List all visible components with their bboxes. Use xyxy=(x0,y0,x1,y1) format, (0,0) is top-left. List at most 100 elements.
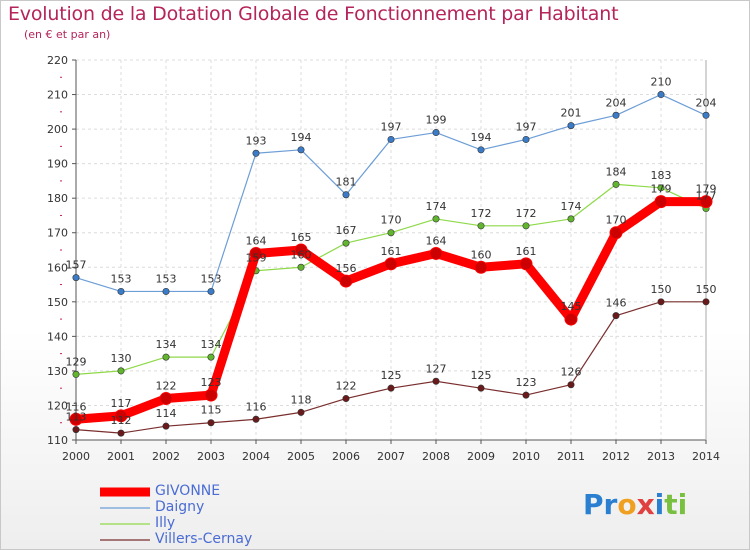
y-tick-label-180: 180 xyxy=(47,192,68,205)
series-givonne xyxy=(69,195,713,426)
x-tick-label-2003: 2003 xyxy=(197,450,225,463)
legend-label-givonne: GIVONNE xyxy=(155,483,221,499)
series-layer xyxy=(69,91,713,437)
data-label-givonne-2009: 160 xyxy=(471,248,492,261)
data-label-daigny-2003: 153 xyxy=(201,272,222,285)
data-label-illy-2003: 134 xyxy=(201,338,222,351)
axis-layer: 110 120 130 140 150 160 170 180 190 200 210 220 2000… xyxy=(47,54,720,463)
data-label-villers-cernay-2003: 115 xyxy=(201,404,222,417)
point-illy-2011 xyxy=(567,215,575,223)
y-tick-label-110: 110 xyxy=(47,434,68,447)
data-label-villers-cernay-2007: 125 xyxy=(381,369,402,382)
data-label-villers-cernay-2009: 125 xyxy=(471,369,492,382)
chart-title: Evolution de la Dotation Globale de Fonc… xyxy=(8,3,619,25)
data-label-illy-2009: 172 xyxy=(471,207,492,220)
legend-swatch-villers-cernay xyxy=(100,539,150,541)
legend-swatch-illy xyxy=(100,523,150,525)
data-label-illy-2008: 174 xyxy=(426,200,447,213)
point-villers-cernay-2002 xyxy=(162,422,170,430)
x-tick-label-2013: 2013 xyxy=(647,450,675,463)
point-givonne-2011 xyxy=(564,312,578,326)
data-label-givonne-2005: 165 xyxy=(291,231,312,244)
point-daigny-2010 xyxy=(522,135,530,143)
data-label-givonne-2006: 156 xyxy=(336,262,357,275)
data-label-daigny-2009: 194 xyxy=(471,131,492,144)
x-tick-label-2006: 2006 xyxy=(332,450,360,463)
point-villers-cernay-2013 xyxy=(657,298,665,306)
data-label-illy-2013: 183 xyxy=(651,169,672,182)
data-label-daigny-2006: 181 xyxy=(336,176,357,189)
data-label-villers-cernay-2002: 114 xyxy=(156,407,177,420)
point-illy-2008 xyxy=(432,215,440,223)
data-label-daigny-2004: 193 xyxy=(246,134,267,147)
point-villers-cernay-2012 xyxy=(612,312,620,320)
point-illy-2001 xyxy=(117,367,125,375)
point-daigny-2011 xyxy=(567,122,575,130)
x-tick-label-2008: 2008 xyxy=(422,450,450,463)
data-label-villers-cernay-2013: 150 xyxy=(651,283,672,296)
point-villers-cernay-2009 xyxy=(477,384,485,392)
data-label-givonne-2003: 123 xyxy=(201,376,222,389)
series-illy xyxy=(72,180,710,378)
point-daigny-2002 xyxy=(162,287,170,295)
point-illy-2013 xyxy=(657,184,665,192)
data-label-illy-2002: 134 xyxy=(156,338,177,351)
data-label-villers-cernay-2005: 118 xyxy=(291,393,312,406)
logo-part-2: o xyxy=(617,488,637,521)
data-label-givonne-2012: 170 xyxy=(606,214,627,227)
point-givonne-2008 xyxy=(429,246,443,260)
legend-label-illy: Illy xyxy=(155,515,176,531)
logo-part-4: i xyxy=(654,488,665,521)
series-villers-cernay xyxy=(72,298,710,437)
point-illy-2005 xyxy=(297,263,305,271)
data-label-illy-2011: 174 xyxy=(561,200,582,213)
data-label-illy-2000: 129 xyxy=(66,355,87,368)
point-givonne-2010 xyxy=(519,257,533,271)
point-illy-2009 xyxy=(477,222,485,230)
x-tick-label-2004: 2004 xyxy=(242,450,270,463)
point-givonne-2014 xyxy=(699,195,713,209)
data-label-givonne-2013: 179 xyxy=(651,183,672,196)
point-givonne-2004 xyxy=(249,246,263,260)
data-label-villers-cernay-2000: 113 xyxy=(66,411,87,424)
point-daigny-2000 xyxy=(72,274,80,282)
legend-label-daigny: Daigny xyxy=(155,499,205,515)
point-villers-cernay-2000 xyxy=(72,426,80,434)
data-label-givonne-2007: 161 xyxy=(381,245,402,258)
data-label-villers-cernay-2014: 150 xyxy=(696,283,717,296)
data-label-villers-cernay-2010: 123 xyxy=(516,376,537,389)
series-daigny xyxy=(72,91,710,295)
data-label-givonne-2011: 145 xyxy=(561,300,582,313)
y-tick-label-170: 170 xyxy=(47,227,68,240)
x-tick-label-2005: 2005 xyxy=(287,450,315,463)
point-givonne-2000 xyxy=(69,412,83,426)
legend-item-villers-cernay: Villers-Cernay xyxy=(100,531,320,548)
point-illy-2002 xyxy=(162,353,170,361)
data-label-givonne-2010: 161 xyxy=(516,245,537,258)
legend-item-illy: Illy xyxy=(100,515,320,532)
data-label-daigny-2000: 157 xyxy=(66,259,87,272)
point-villers-cernay-2008 xyxy=(432,377,440,385)
x-tick-label-2012: 2012 xyxy=(602,450,630,463)
point-daigny-2004 xyxy=(252,149,260,157)
y-tick-label-120: 120 xyxy=(47,399,68,412)
point-villers-cernay-2014 xyxy=(702,298,710,306)
y-tick-label-130: 130 xyxy=(47,365,68,378)
y-tick-label-210: 210 xyxy=(47,89,68,102)
data-label-daigny-2008: 199 xyxy=(426,114,447,127)
data-label-illy-2014: 177 xyxy=(696,190,717,203)
y-tick-label-150: 150 xyxy=(47,296,68,309)
data-label-daigny-2014: 204 xyxy=(696,96,717,109)
data-label-givonne-2004: 164 xyxy=(246,234,267,247)
point-givonne-2009 xyxy=(474,260,488,274)
logo-part-3: x xyxy=(636,488,655,521)
data-label-givonne-2000: 116 xyxy=(66,400,87,413)
data-label-daigny-2005: 194 xyxy=(291,131,312,144)
point-givonne-2001 xyxy=(114,409,128,423)
point-daigny-2008 xyxy=(432,129,440,137)
point-givonne-2003 xyxy=(204,388,218,402)
point-givonne-2002 xyxy=(159,392,173,406)
data-label-givonne-2002: 122 xyxy=(156,380,177,393)
point-daigny-2005 xyxy=(297,146,305,154)
legend-item-givonne: GIVONNE xyxy=(100,483,320,500)
